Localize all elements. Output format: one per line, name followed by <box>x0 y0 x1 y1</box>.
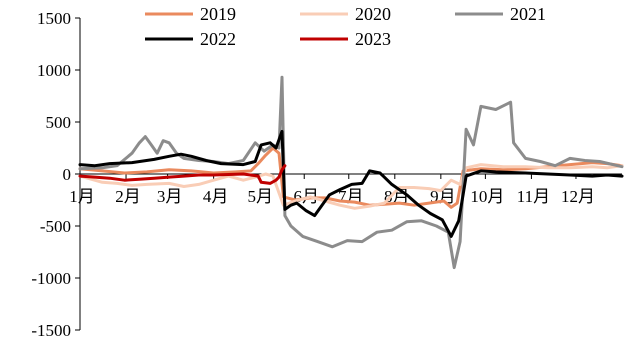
x-tick-label: 12月 <box>561 187 595 206</box>
x-tick-label: 3月 <box>157 187 183 206</box>
series-line-2020 <box>78 163 624 210</box>
legend-label-2020: 2020 <box>355 4 391 24</box>
series-line-2019 <box>78 146 624 209</box>
legend-label-2019: 2019 <box>200 4 236 24</box>
legend-label-2023: 2023 <box>355 29 391 49</box>
x-tick-label: 11月 <box>517 187 550 206</box>
y-tick-label: -1500 <box>31 321 71 340</box>
x-tick-label: 5月 <box>247 187 273 206</box>
series-line-2022 <box>78 129 624 238</box>
legend-label-2021: 2021 <box>510 4 546 24</box>
legend: 2019 2020 2021 2022 2023 <box>145 4 546 49</box>
y-tick-label: 1500 <box>37 9 71 28</box>
x-tick-label: 10月 <box>470 187 504 206</box>
y-tick-label: 500 <box>46 113 72 132</box>
series-line-2021 <box>78 75 624 270</box>
x-tick-label: 4月 <box>203 187 229 206</box>
y-tick-label: -500 <box>40 217 71 236</box>
series-layer <box>78 75 624 270</box>
y-tick-label: 0 <box>63 165 72 184</box>
x-tick-label: 1月 <box>69 187 95 206</box>
y-tick-label: 1000 <box>37 61 71 80</box>
series-line-2023 <box>78 164 287 185</box>
legend-label-2022: 2022 <box>200 29 236 49</box>
y-tick-label: -1000 <box>31 269 71 288</box>
y-axis: 1500 1000 500 0 -500 -1000 -1500 <box>31 9 81 340</box>
x-tick-label: 2月 <box>115 187 141 206</box>
